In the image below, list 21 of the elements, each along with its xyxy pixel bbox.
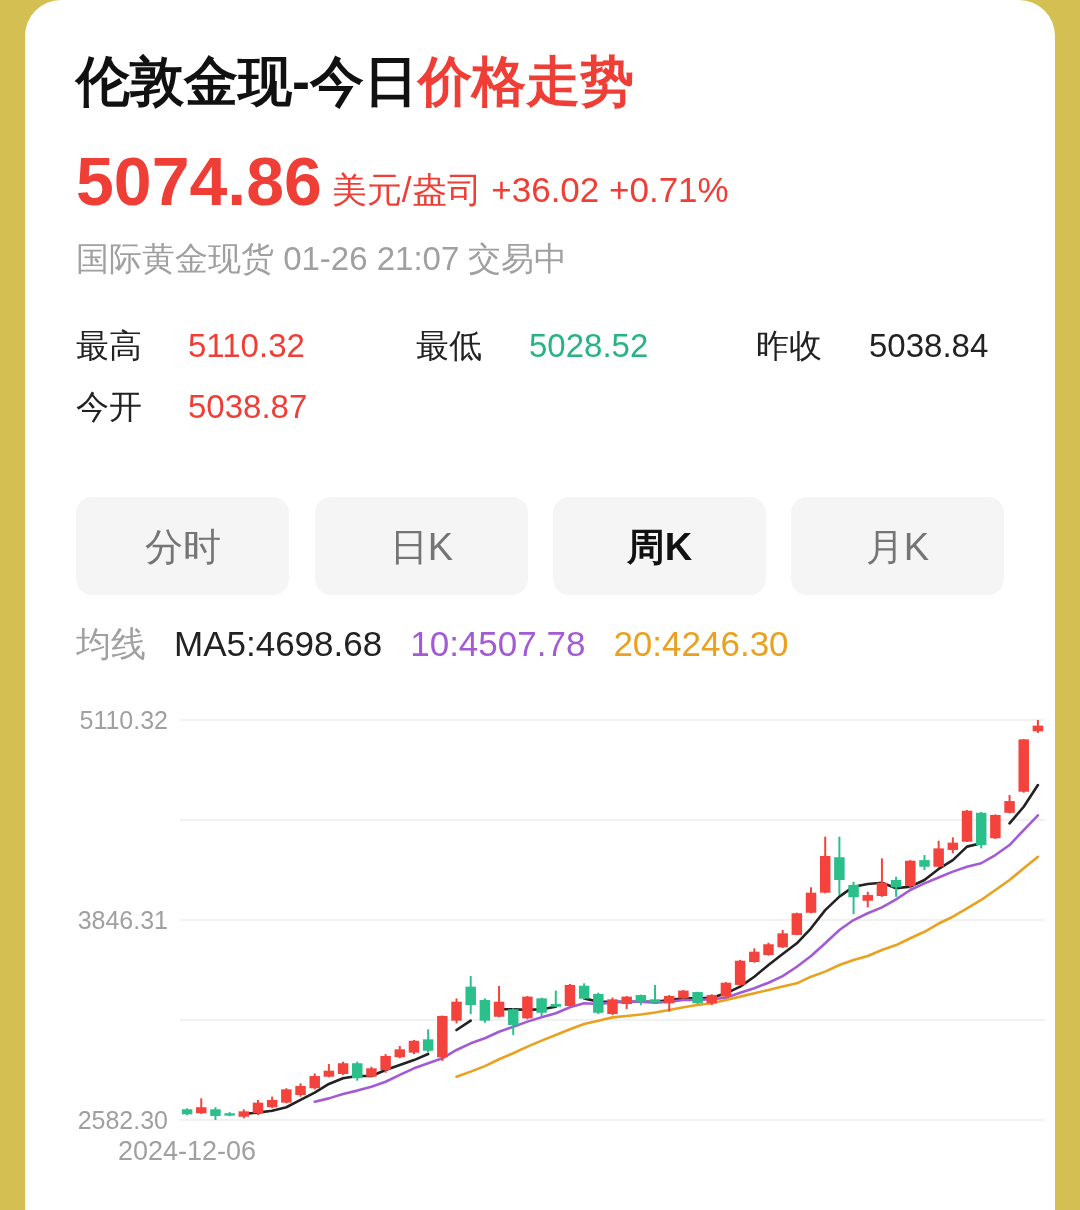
legend: 均线 MA5:4698.68 10:4507.78 20:4246.30: [76, 624, 789, 663]
text: 最高: [76, 327, 142, 364]
chart-title: 伦敦金现-今日价格走势: [74, 51, 634, 111]
chart-subtitle: 5074.86: [76, 143, 322, 219]
text: 昨收: [756, 327, 822, 364]
button: 周K: [553, 497, 766, 595]
y-tick-label: 5110.32: [79, 706, 168, 734]
button: 日K: [315, 497, 528, 595]
y-tick-label: 2582.30: [77, 1106, 168, 1134]
text: 最低: [416, 327, 482, 364]
y-tick-label: 3846.31: [77, 906, 168, 934]
text: 5038.84: [869, 327, 989, 364]
text: 国际黄金现货 01-26 21:07 交易中: [76, 240, 568, 277]
text: 5038.87: [188, 388, 308, 425]
text: 5028.52: [529, 327, 649, 364]
button: 分时: [76, 497, 289, 595]
text: 美元/盎司 +36.02 +0.71%: [331, 170, 729, 209]
button: 月K: [791, 497, 1004, 595]
text: 5110.32: [188, 327, 305, 364]
x-tick-label: 2024-12-06: [118, 1136, 257, 1166]
text: 今开: [76, 388, 142, 425]
